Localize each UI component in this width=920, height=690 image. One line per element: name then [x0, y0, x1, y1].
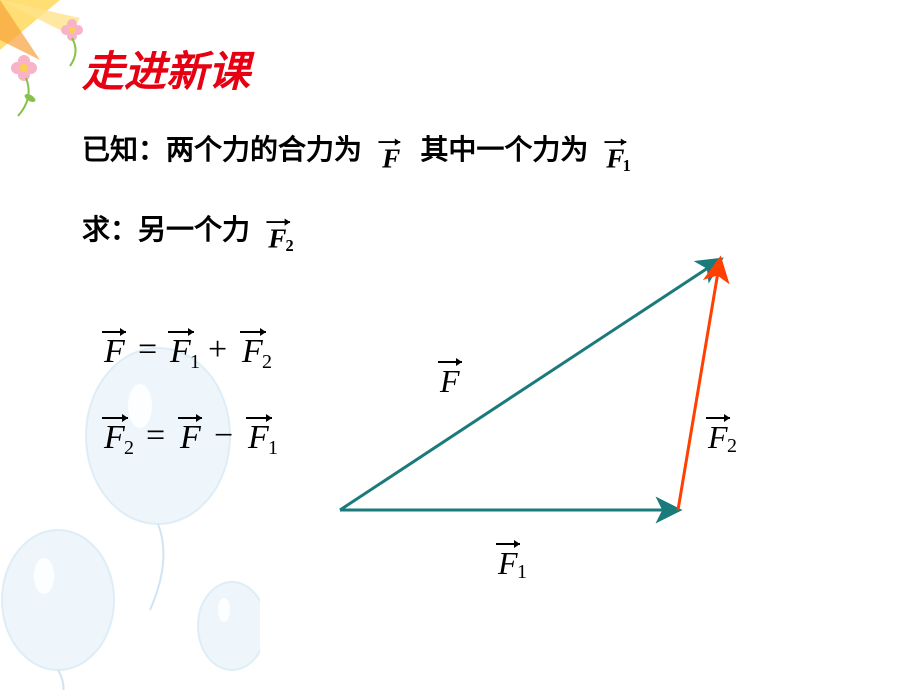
- vector-F1-inline: F 1: [599, 133, 639, 173]
- svg-text:F: F: [439, 363, 460, 396]
- one-force-label: 其中一个力为: [420, 135, 588, 166]
- problem-line-1: 已知：两个力的合力为 F 其中一个力为 F 1: [82, 128, 643, 173]
- svg-text:F: F: [267, 223, 286, 252]
- svg-text:F: F: [241, 333, 264, 370]
- svg-text:F: F: [247, 419, 270, 456]
- vector-F2-inline: F 2: [261, 213, 305, 253]
- equation-1: F = F 1 + F 2: [98, 322, 318, 372]
- svg-text:1: 1: [517, 561, 527, 578]
- svg-text:=: =: [146, 417, 165, 454]
- label-F2: F 2: [702, 408, 746, 452]
- given-label: 已知：两个力的合力为: [82, 135, 362, 166]
- label-F: F: [432, 352, 472, 396]
- svg-text:F: F: [103, 333, 126, 370]
- svg-text:2: 2: [124, 437, 134, 458]
- svg-text:=: =: [138, 331, 157, 368]
- label-F1: F 1: [492, 534, 536, 578]
- problem-line-2: 求：另一个力 F 2: [82, 208, 309, 253]
- find-label: 求：另一个力: [82, 215, 250, 246]
- equation-2: F 2 = F − F 1: [98, 408, 318, 458]
- svg-text:+: +: [208, 331, 227, 368]
- svg-text:1: 1: [268, 437, 278, 458]
- vector-F-inline: F: [373, 133, 409, 173]
- svg-text:2: 2: [286, 236, 294, 253]
- svg-text:F: F: [497, 545, 518, 578]
- svg-text:2: 2: [262, 351, 272, 372]
- svg-text:F: F: [707, 419, 728, 452]
- vector-F2-arrow: [678, 260, 720, 510]
- svg-text:1: 1: [623, 156, 631, 173]
- svg-text:1: 1: [190, 351, 200, 372]
- vector-F-arrow: [340, 260, 720, 510]
- svg-text:F: F: [169, 333, 192, 370]
- svg-text:F: F: [103, 419, 126, 456]
- svg-text:−: −: [214, 417, 233, 454]
- svg-text:F: F: [606, 143, 625, 172]
- svg-text:F: F: [179, 419, 202, 456]
- slide-title: 走进新课: [82, 38, 250, 99]
- svg-text:F: F: [381, 143, 400, 172]
- svg-text:2: 2: [727, 435, 737, 452]
- force-triangle-diagram: [322, 248, 832, 568]
